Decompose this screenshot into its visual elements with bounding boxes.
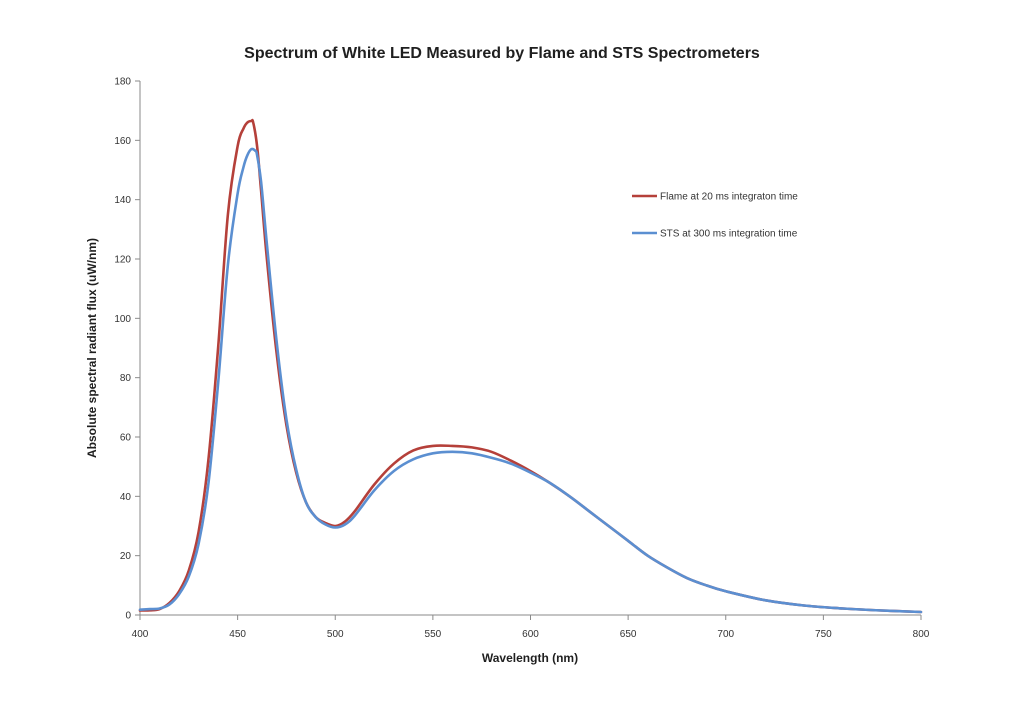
y-tick-label: 140 — [114, 195, 131, 206]
series-line-1 — [138, 118, 923, 614]
x-axis-title: Wavelength (nm) — [482, 651, 578, 665]
ticks: 0 20 40 60 80 100 120 140 160 180 400 450 500 550 600 6… — [114, 77, 929, 641]
y-tick-label: 80 — [120, 373, 132, 384]
y-tick-label: 120 — [114, 255, 131, 266]
series-line-2 — [138, 147, 923, 614]
legend-label-1: Flame at 20 ms integraton time — [660, 192, 798, 203]
y-tick-label: 20 — [120, 551, 132, 562]
x-tick-label: 450 — [229, 629, 246, 640]
x-tick-label: 650 — [620, 629, 637, 640]
x-tick-label: 500 — [327, 629, 344, 640]
x-tick-label: 750 — [815, 629, 832, 640]
chart-title: Spectrum of White LED Measured by Flame … — [244, 45, 760, 62]
x-tick-label: 550 — [425, 629, 442, 640]
series — [138, 118, 923, 614]
x-tick-label: 400 — [132, 629, 149, 640]
y-tick-label: 40 — [120, 492, 132, 503]
y-axis-title: Absolute spectral radiant flux (uW/nm) — [85, 238, 99, 458]
x-tick-label: 800 — [913, 629, 930, 640]
y-tick-label: 160 — [114, 136, 131, 147]
legend: Flame at 20 ms integraton time STS at 300… — [632, 192, 798, 240]
y-tick-label: 60 — [120, 433, 132, 444]
legend-label-2: STS at 300 ms integration time — [660, 229, 798, 240]
y-tick-label: 0 — [125, 611, 131, 622]
y-tick-label: 100 — [114, 314, 131, 325]
x-tick-label: 700 — [717, 629, 734, 640]
y-tick-label: 180 — [114, 77, 131, 88]
x-tick-label: 600 — [522, 629, 539, 640]
